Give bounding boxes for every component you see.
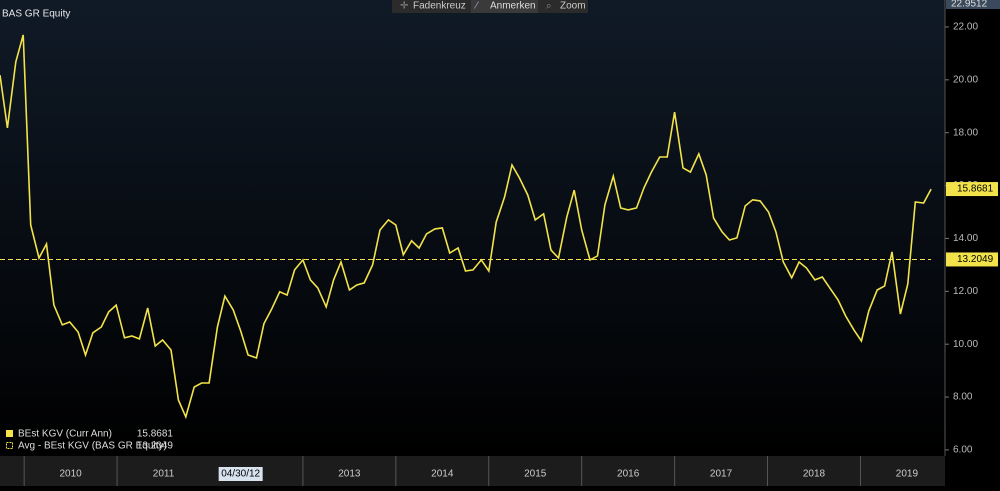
toolbar-button[interactable]: ⁄ Anmerken [471, 0, 538, 13]
toolbar-icon: ✛ [400, 1, 408, 12]
x-tick-label: 2017 [710, 469, 733, 480]
y-axis-panel [945, 0, 1000, 486]
y-max-label: 22.9512 [951, 0, 988, 10]
y-tick-label: 14.00 [953, 233, 978, 244]
x-tick-label: 2011 [153, 469, 175, 480]
x-tick-label: 2018 [803, 469, 826, 480]
last-value-tag [946, 182, 998, 197]
legend-label: BEst KGV (Curr Ann) [18, 429, 112, 440]
y-tick-label: 10.00 [953, 339, 978, 350]
legend-swatch [6, 430, 13, 437]
x-tick-label: 2015 [524, 469, 547, 480]
legend-label: Avg - BEst KGV (BAS GR Equity) [18, 441, 167, 452]
average-value-tag [946, 252, 998, 267]
y-tick-label: 18.00 [953, 127, 978, 138]
x-tick-label: 2014 [431, 469, 454, 480]
toolbar-label: Anmerken [490, 1, 536, 12]
plot-background [0, 0, 945, 456]
toolbar-active [471, 0, 538, 13]
y-tick-label: 12.00 [953, 286, 978, 297]
x-axis-panel [0, 456, 945, 486]
last-value-label: 15.8681 [957, 184, 994, 195]
toolbar-button[interactable]: ⌕ Zoom [546, 1, 586, 12]
chart-title: BAS GR Equity [2, 9, 70, 20]
legend-swatch [6, 442, 13, 449]
y-tick-label: 22.00 [953, 22, 978, 33]
cursor-label: 04/30/12 [221, 469, 260, 480]
x-tick-label: 2019 [896, 469, 919, 480]
toolbar-icon: ⌕ [546, 1, 552, 12]
legend-value: 15.8681 [137, 429, 174, 440]
average-value-label: 13.2049 [957, 254, 994, 265]
x-tick-label: 2010 [59, 469, 82, 480]
toolbar-label: Fadenkreuz [413, 1, 466, 12]
y-tick-label: 8.00 [953, 392, 973, 403]
y-max-tag [946, 0, 1000, 9]
legend-value: 13.2049 [137, 441, 174, 452]
toolbar-label: Zoom [560, 1, 586, 12]
series-line [0, 34, 932, 420]
y-tick-label: 6.00 [953, 445, 973, 456]
cursor-tag [218, 467, 263, 481]
x-tick-label: 2016 [617, 469, 640, 480]
toolbar-button[interactable]: ✛ Fadenkreuz [400, 1, 466, 12]
x-tick-label: 2013 [338, 469, 361, 480]
y-tick-label: 20.00 [953, 74, 978, 85]
toolbar-icon: ⁄ [473, 1, 479, 12]
